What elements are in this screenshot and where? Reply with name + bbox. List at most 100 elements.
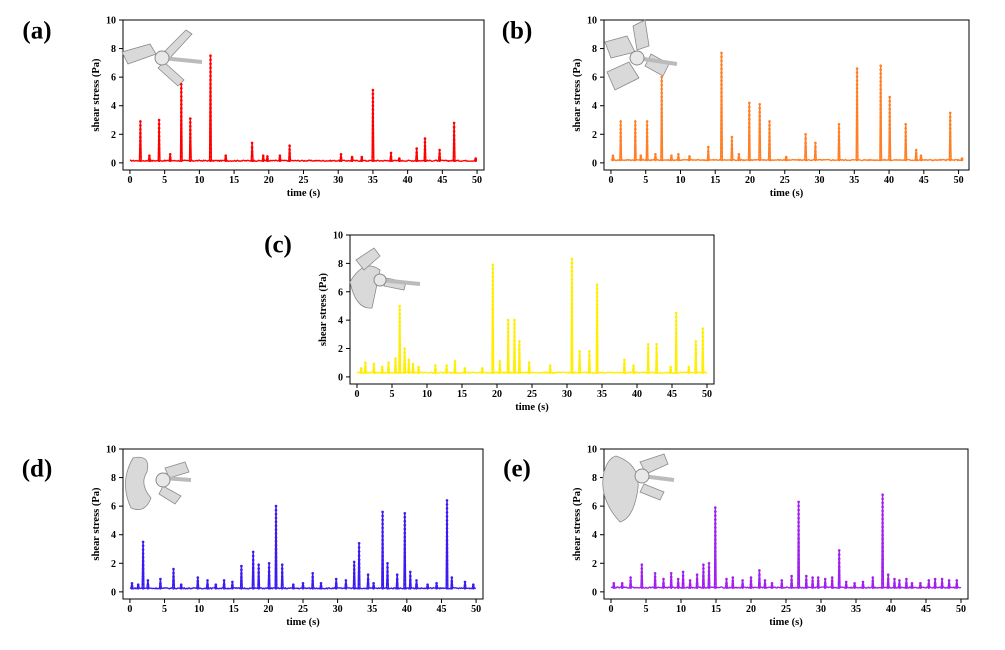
data-point	[790, 578, 793, 582]
data-point	[702, 586, 705, 589]
data-point	[748, 138, 751, 141]
data-point	[141, 583, 145, 586]
data-point	[435, 584, 438, 588]
data-point	[687, 371, 691, 374]
data-point	[888, 154, 891, 158]
data-point	[168, 153, 172, 156]
data-point	[640, 586, 644, 589]
data-point	[881, 558, 884, 561]
data-point	[403, 571, 407, 574]
x-tick-label: 35	[849, 175, 859, 186]
data-point	[701, 343, 705, 347]
data-point	[763, 582, 767, 586]
data-point	[919, 584, 922, 587]
data-point	[506, 339, 510, 342]
data-point	[816, 579, 820, 583]
data-point	[674, 363, 678, 367]
data-point	[445, 563, 449, 566]
data-point	[695, 582, 699, 585]
series-line	[610, 494, 962, 589]
data-point	[669, 582, 673, 586]
x-tick-label: 10	[194, 604, 204, 615]
data-point	[758, 107, 761, 110]
x-tick-label: 30	[815, 175, 825, 186]
shaft-shape	[379, 278, 421, 286]
data-point	[570, 343, 574, 346]
data-point	[758, 146, 761, 150]
data-point	[770, 582, 774, 585]
data-point	[948, 146, 952, 150]
data-point	[398, 340, 402, 343]
data-point	[670, 158, 673, 162]
data-point	[720, 127, 723, 130]
data-point	[380, 365, 384, 369]
data-point	[797, 557, 800, 561]
data-point	[371, 151, 375, 155]
data-point	[472, 585, 475, 588]
data-point	[491, 287, 495, 291]
chart-panel-e: (e) 0 5 10 15 20 25 30 35 40 45 50 0 2 4 6 8 10 time (s) sh…	[503, 445, 969, 628]
data-point	[261, 159, 265, 162]
data-point	[960, 158, 964, 162]
data-point	[669, 368, 672, 372]
data-point	[141, 575, 145, 578]
three-blade-propeller-icon	[121, 29, 203, 87]
data-point	[498, 360, 502, 363]
data-point	[634, 151, 637, 154]
data-point	[445, 367, 448, 371]
data-point	[180, 155, 183, 158]
data-point	[398, 347, 402, 351]
data-point	[403, 575, 407, 578]
data-point	[409, 587, 412, 590]
data-point	[491, 311, 495, 315]
data-point	[491, 335, 495, 339]
data-point	[350, 157, 354, 161]
data-point	[157, 139, 161, 142]
data-point	[403, 583, 407, 586]
x-tick-label: 35	[367, 604, 377, 615]
data-point	[159, 587, 162, 590]
data-point	[280, 579, 284, 582]
data-point	[687, 368, 691, 372]
data-point	[481, 371, 484, 374]
data-point	[640, 578, 644, 582]
data-point	[474, 159, 478, 162]
data-point	[888, 115, 891, 119]
data-point	[881, 493, 884, 497]
data-point	[797, 537, 800, 540]
data-point	[871, 576, 875, 579]
data-point	[898, 582, 901, 586]
data-point	[629, 586, 632, 589]
data-point	[398, 336, 402, 339]
data-point	[518, 347, 521, 351]
data-point	[695, 577, 699, 581]
data-point	[423, 137, 427, 140]
data-point	[804, 158, 807, 162]
data-point	[415, 583, 418, 586]
data-point	[491, 307, 495, 311]
data-point	[491, 351, 495, 355]
data-point	[371, 112, 375, 115]
data-point	[360, 159, 364, 162]
data-point	[146, 583, 150, 586]
data-point	[415, 147, 419, 150]
data-point	[886, 582, 890, 585]
blade-shape	[606, 61, 640, 91]
data-point	[707, 145, 710, 149]
data-point	[301, 584, 305, 588]
data-point	[463, 587, 467, 590]
data-point	[139, 147, 142, 151]
data-point	[357, 562, 361, 565]
data-point	[748, 158, 751, 162]
data-point	[452, 138, 456, 141]
data-point	[595, 371, 599, 374]
data-point	[274, 544, 278, 547]
data-point	[881, 525, 884, 529]
data-point	[172, 575, 175, 578]
data-point	[240, 564, 243, 568]
y-tick-label: 2	[111, 559, 116, 570]
data-point	[438, 155, 441, 159]
data-point	[881, 566, 884, 569]
y-tick-label: 8	[592, 473, 597, 484]
data-point	[844, 583, 848, 586]
